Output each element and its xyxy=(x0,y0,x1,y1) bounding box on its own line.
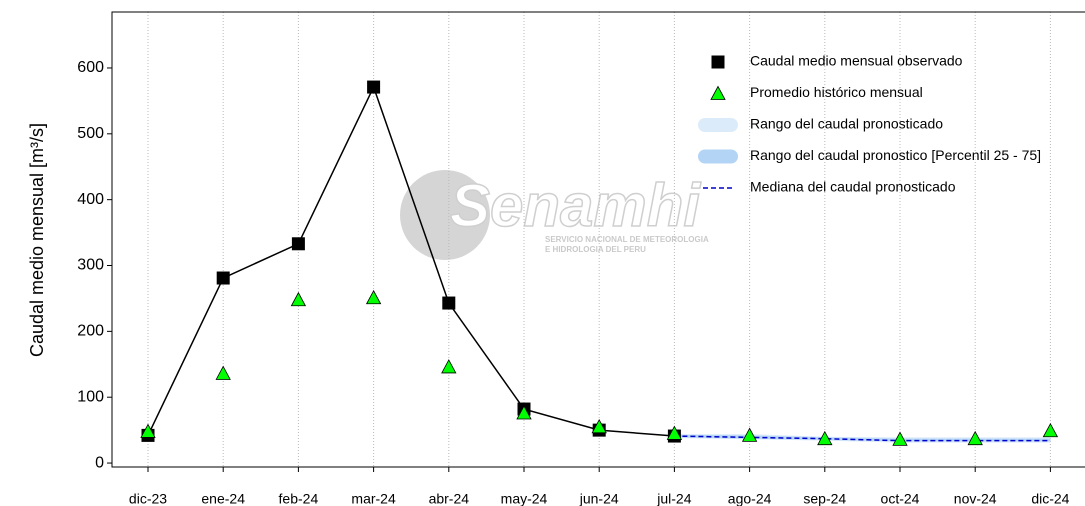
x-tick-label: jul-24 xyxy=(656,491,691,506)
data-point xyxy=(516,405,532,420)
legend-label: Caudal medio mensual observado xyxy=(750,53,963,69)
x-tick-label: feb-24 xyxy=(279,491,319,506)
x-tick-label: mar-24 xyxy=(351,491,396,506)
watermark-line: SERVICIO NACIONAL DE METEOROLOGIA xyxy=(545,235,709,244)
data-point xyxy=(817,430,833,446)
data-point xyxy=(442,296,456,310)
data-point xyxy=(367,80,381,94)
x-tick-label: jun-24 xyxy=(579,491,619,506)
data-point xyxy=(1042,422,1059,438)
y-tick-label: 300 xyxy=(77,257,104,274)
watermark-title: Senamhi xyxy=(450,172,701,239)
y-tick-label: 0 xyxy=(95,454,104,471)
x-tick-label: sep-24 xyxy=(803,491,846,506)
data-point xyxy=(741,427,758,442)
watermark-logo xyxy=(400,170,490,260)
legend-label: Promedio histórico mensual xyxy=(750,84,923,100)
series-line xyxy=(674,435,1051,442)
x-tick-label: ago-24 xyxy=(728,491,772,506)
y-tick-label: 500 xyxy=(77,125,104,142)
legend-label: Mediana del caudal pronosticado xyxy=(750,179,956,195)
legend-swatch xyxy=(698,118,738,132)
data-point xyxy=(892,431,908,446)
data-point xyxy=(216,271,230,285)
y-tick-label: 600 xyxy=(77,59,104,76)
data-point xyxy=(591,418,607,434)
x-tick-label: may-24 xyxy=(501,491,548,506)
watermark: Senamhi SERVICIO NACIONAL DE METEOROLOGI… xyxy=(400,170,709,260)
data-point xyxy=(291,237,305,251)
data-point xyxy=(140,423,156,438)
x-tick-label: dic-23 xyxy=(129,491,167,506)
plot-frame xyxy=(111,11,1085,468)
x-tick-label: dic-24 xyxy=(1031,491,1069,506)
x-tick-label: oct-24 xyxy=(881,491,920,506)
data-point xyxy=(666,425,683,440)
y-tick-label: 200 xyxy=(77,323,104,340)
data-point xyxy=(290,291,307,307)
x-tick-label: ene-24 xyxy=(201,491,245,506)
data-point xyxy=(967,430,983,446)
forecast-band xyxy=(674,434,1051,442)
y-tick-label: 400 xyxy=(77,191,104,208)
series-line xyxy=(147,85,675,437)
legend-swatch xyxy=(698,149,738,164)
legend-label: Rango del caudal pronosticado xyxy=(750,116,943,132)
data-point xyxy=(441,359,457,374)
y-tick-label: 100 xyxy=(77,388,104,405)
x-tick-label: abr-24 xyxy=(429,491,470,506)
watermark-line: E HIDROLOGIA DEL PERU xyxy=(545,245,646,254)
legend-marker xyxy=(710,85,726,100)
legend-marker xyxy=(711,55,725,69)
x-tick-label: nov-24 xyxy=(954,491,997,506)
data-point xyxy=(215,365,231,380)
legend-label: Rango del caudal pronostico [Percentil 2… xyxy=(750,147,1041,163)
y-axis-title: Caudal medio mensual [m³/s] xyxy=(27,123,47,357)
data-point xyxy=(365,289,382,305)
